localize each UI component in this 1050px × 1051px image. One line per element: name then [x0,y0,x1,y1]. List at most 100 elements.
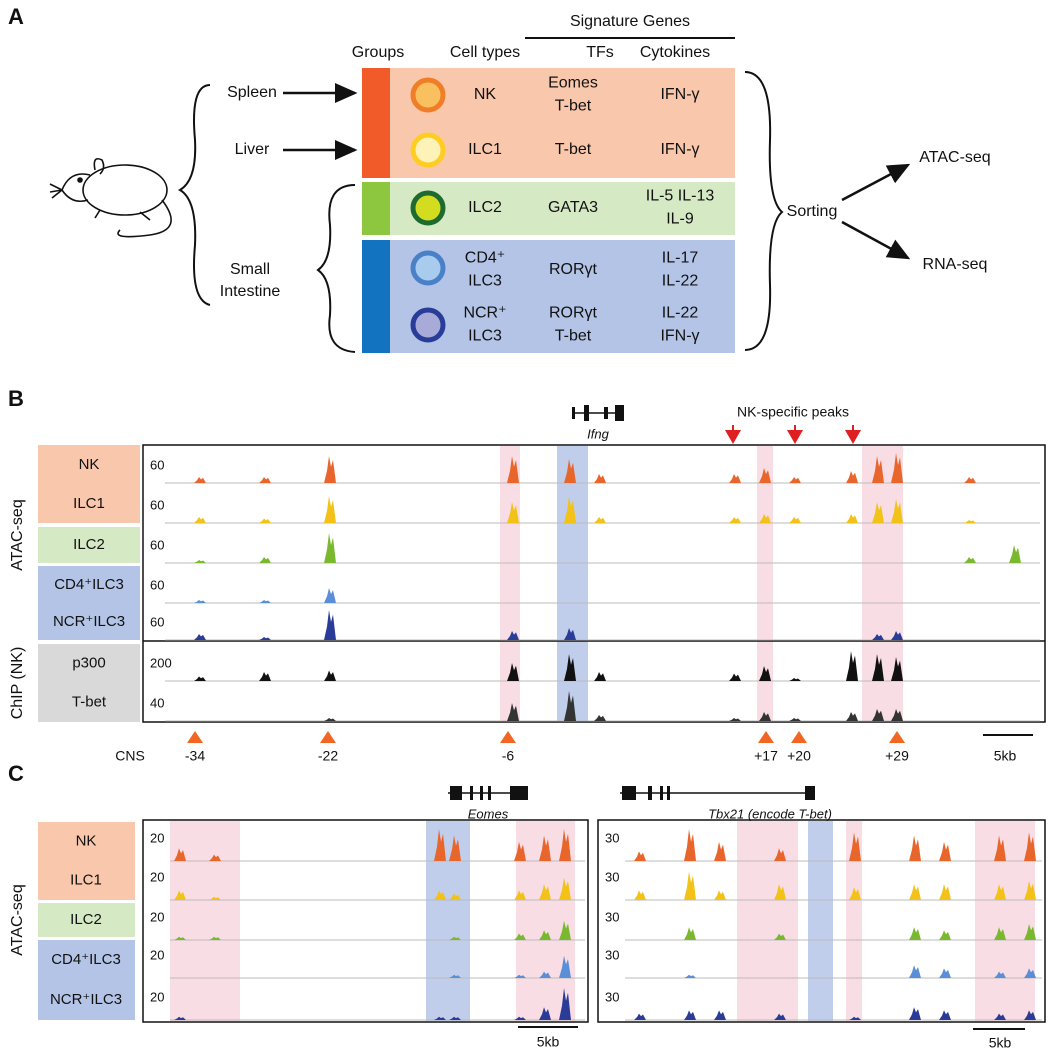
source-label: Intestine [220,283,281,300]
cns-value: +29 [885,748,909,764]
peak [564,654,576,681]
peak [891,657,903,681]
peak [964,477,976,483]
peak [449,1016,461,1020]
peak [846,471,858,483]
peak [174,890,186,900]
cell-type: ILC3 [468,273,502,290]
peak [849,832,861,861]
peak [994,927,1006,940]
tf: GATA3 [548,199,598,216]
peak [194,634,206,640]
peak [939,930,951,940]
peak [564,628,576,640]
track-label-bg [38,485,140,523]
track-label: CD4⁺ILC3 [54,576,124,593]
peak [434,829,446,861]
track-scale: 60 [150,457,164,472]
track-scale: 20 [150,869,164,884]
peak [449,974,461,978]
peak [891,453,903,483]
peak [789,477,801,483]
panel-b-layout [142,405,1046,736]
peak [324,456,336,483]
peak [514,974,526,978]
peak [994,1013,1006,1020]
track-scale: 20 [150,989,164,1004]
peak [174,848,186,861]
track-label-bg [38,527,140,563]
peak [774,1013,786,1020]
cytokine: IL-22 [662,273,699,290]
track-label: T-bet [72,693,107,710]
peak [259,518,271,523]
peak [594,517,606,523]
peak [594,715,606,721]
peak [259,477,271,483]
track-scale: 60 [150,614,164,629]
peak [909,835,921,861]
peak [759,666,771,681]
peak [846,651,858,681]
track-label-bg [38,644,140,683]
peak [872,709,884,721]
header: Signature Genes [570,13,690,30]
track-scale: 40 [150,695,164,710]
peak [539,884,551,900]
peak [729,517,741,523]
peak [594,474,606,483]
peak [514,1016,526,1020]
peak [564,459,576,483]
peak [849,1016,861,1020]
source-label: Liver [235,141,270,158]
cytokine: IFN-γ [660,86,699,103]
peak [507,502,519,523]
cns-marker [889,731,905,743]
peak [559,829,571,861]
peak [909,965,921,978]
cell-type: ILC3 [468,328,502,345]
cell-type: NCR⁺ [463,305,506,322]
peak [634,1013,646,1020]
peak [789,678,801,681]
peak [559,988,571,1020]
source-label: Small [230,261,270,278]
header: Cell types [450,44,520,61]
peak [939,841,951,861]
peak [194,676,206,681]
peak [714,890,726,900]
track-scale: 20 [150,830,164,845]
peak [872,654,884,681]
tf: RORγt [549,261,598,278]
track-label: p300 [72,654,105,671]
cytokine: IL-9 [666,211,694,228]
track-scale: 20 [150,909,164,924]
track-label-bg [38,903,135,937]
peak [634,890,646,900]
output-label: RNA-seq [923,256,988,273]
peak [514,933,526,940]
assay-label: ATAC-seq [9,499,26,570]
track-label-bg [38,822,135,861]
track-label: NCR⁺ILC3 [50,991,122,1008]
cell-type: ILC2 [468,199,502,216]
peak [729,474,741,483]
peak [872,456,884,483]
cytokine: IL-17 [662,250,699,267]
peak [1024,1010,1036,1020]
assay-label: ATAC-seq [9,884,26,955]
cytokine: IFN-γ [660,141,699,158]
panel-label: A [8,4,24,29]
peak [539,1007,551,1020]
peak [846,712,858,721]
panel-a-layout [49,37,911,353]
peak [891,709,903,721]
peak [514,890,526,900]
peak [909,927,921,940]
peak [324,670,336,681]
peak [714,1010,726,1020]
peak [174,936,186,940]
peak [684,829,696,861]
track-scale: 30 [605,989,619,1004]
